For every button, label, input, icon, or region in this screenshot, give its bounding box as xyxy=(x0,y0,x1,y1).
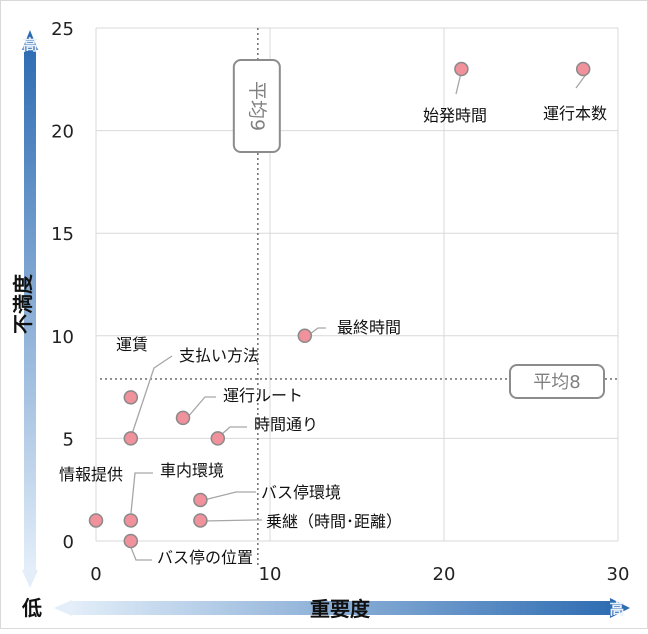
data-label: 支払い方法 xyxy=(179,346,259,365)
x-high-label: 高 xyxy=(609,600,624,618)
x-average-label: 平均9 xyxy=(246,81,268,131)
x-tick-label: 10 xyxy=(259,564,282,585)
leader-line xyxy=(186,396,216,419)
reference-lines: 平均9 平均8 xyxy=(100,28,620,568)
leader-line xyxy=(130,355,173,438)
data-points xyxy=(88,61,591,549)
data-label: 車内環境 xyxy=(160,461,224,480)
x-axis-title: 重要度 xyxy=(310,597,371,621)
gridlines xyxy=(95,27,619,542)
leader-lines xyxy=(129,72,588,561)
data-label: 乗継（時間･距離） xyxy=(266,512,402,531)
data-point xyxy=(210,431,226,446)
y-high-label: 高 xyxy=(22,36,37,54)
y-average-label: 平均8 xyxy=(533,372,580,393)
data-label: 時間通り xyxy=(254,415,318,434)
leader-line xyxy=(130,472,153,514)
data-label: バス停の位置 xyxy=(157,548,253,567)
axis-arrows: 高不満度低 重要度高 xyxy=(11,30,630,621)
y-tick-label: 15 xyxy=(51,224,74,245)
tick-labels: 0 5 10 15 20 25 0 10 20 30 xyxy=(51,19,629,585)
y-tick-label: 0 xyxy=(63,532,74,553)
data-point xyxy=(454,61,469,77)
data-label: 運行ルート xyxy=(223,386,303,405)
x-arrow-head-right xyxy=(610,598,630,618)
data-point xyxy=(123,513,139,528)
y-axis-title: 不満度 xyxy=(11,273,35,334)
data-point xyxy=(123,533,139,549)
y-average-box xyxy=(509,364,605,399)
data-point xyxy=(193,513,208,528)
x-tick-label: 20 xyxy=(433,564,456,585)
data-point xyxy=(297,328,313,344)
leader-line xyxy=(203,519,262,522)
data-label: バス停環境 xyxy=(261,483,341,502)
data-point xyxy=(123,390,139,405)
x-tick-label: 30 xyxy=(607,564,630,585)
y-tick-label: 5 xyxy=(63,429,74,450)
data-point xyxy=(193,492,208,508)
y-arrow-shaft xyxy=(24,49,36,570)
y-tick-label: 20 xyxy=(51,122,74,143)
data-point xyxy=(123,431,139,446)
x-tick-label: 0 xyxy=(90,564,101,585)
leader-line xyxy=(129,544,152,561)
y-arrow-head-down xyxy=(22,570,38,588)
data-label: 情報提供 xyxy=(59,465,123,484)
x-arrow-head-left xyxy=(54,600,72,616)
y-arrow-head-up xyxy=(22,30,38,50)
data-point xyxy=(88,513,104,528)
data-point xyxy=(175,410,191,426)
y-tick-label: 25 xyxy=(51,19,74,40)
leader-line xyxy=(309,327,326,335)
data-point xyxy=(575,61,591,77)
data-label: 運賃 xyxy=(116,335,148,354)
x-average-box xyxy=(232,59,281,153)
data-label: 最終時間 xyxy=(337,318,401,337)
data-label: 始発時間 xyxy=(423,106,487,125)
data-label: 運行本数 xyxy=(543,104,607,123)
leader-line xyxy=(221,426,247,435)
leader-line xyxy=(203,491,256,501)
x-arrow-shaft xyxy=(71,601,611,615)
y-tick-label: 10 xyxy=(51,327,74,348)
leader-line xyxy=(455,72,462,95)
y-low-label: 低 xyxy=(21,596,42,620)
